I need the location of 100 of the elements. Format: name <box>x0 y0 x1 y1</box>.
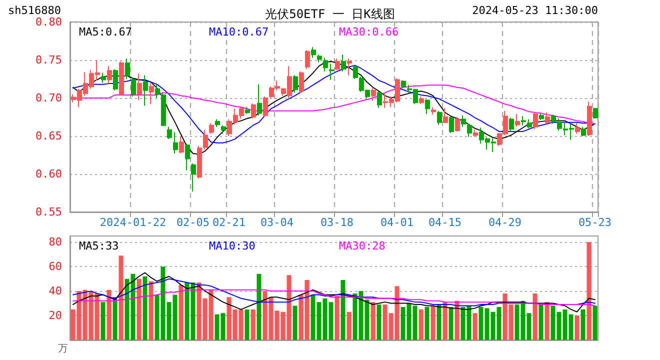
candlestick <box>167 126 172 140</box>
candlestick <box>245 106 250 114</box>
x-tick-label: 04-15 <box>428 216 462 229</box>
bar <box>142 276 148 340</box>
y-tick-label: 0.55 <box>36 206 62 218</box>
candlestick <box>263 96 268 118</box>
chart-title: 光伏50ETF 一 日K线图 <box>265 7 395 21</box>
bar <box>100 302 106 340</box>
y-tick-label: 20 <box>48 309 62 322</box>
text: sh516880 <box>8 4 61 17</box>
candlestick <box>125 58 130 80</box>
candlestick <box>377 90 382 108</box>
text: MA30:0.66 <box>339 26 399 38</box>
candlestick <box>443 107 448 124</box>
y-tick-label: 40 <box>48 284 62 298</box>
x-tick-label: 03-04 <box>260 216 294 229</box>
candlestick <box>509 117 514 132</box>
candlestick <box>401 80 406 89</box>
candlestick <box>299 70 304 94</box>
candlestick <box>515 113 520 128</box>
candlestick <box>107 66 112 84</box>
y-tick-label: 0.65 <box>36 130 62 142</box>
candlestick <box>419 96 424 105</box>
y-tick-label: 0.80 <box>36 16 62 28</box>
text: MA10:30 <box>209 240 256 252</box>
bar <box>472 313 478 340</box>
candlestick <box>533 112 538 130</box>
candlestick <box>131 76 136 97</box>
candlestick <box>173 132 178 154</box>
candlestick <box>467 123 472 138</box>
candlestick <box>341 54 346 72</box>
line-series <box>72 272 596 312</box>
candlestick <box>317 54 322 63</box>
x-tick-label: 04-01 <box>380 216 414 229</box>
bar <box>544 302 550 340</box>
bar <box>178 284 184 340</box>
line-series <box>72 61 596 155</box>
candlestick <box>371 88 376 102</box>
line-series <box>72 289 596 306</box>
candlestick <box>581 126 586 136</box>
text: MA5:33 <box>79 240 119 252</box>
candlestick <box>473 129 478 138</box>
x-tick-label: 03-18 <box>320 216 354 229</box>
candlestick <box>185 143 190 171</box>
y-tick-label: 80 <box>48 236 62 249</box>
text: 2024-05-23 11:30:00 <box>472 4 598 17</box>
candlestick <box>221 124 226 134</box>
bar <box>334 296 340 340</box>
candlestick <box>575 122 580 134</box>
candlestick <box>329 63 334 80</box>
bar <box>454 300 460 340</box>
x-tick-label: 02-05 <box>176 216 210 229</box>
candlestick <box>311 46 316 58</box>
candlestick <box>137 73 142 101</box>
bar <box>112 297 118 340</box>
bar <box>244 309 250 340</box>
candlestick <box>437 110 442 126</box>
bar <box>424 306 430 340</box>
candlestick <box>149 82 154 105</box>
bar <box>136 278 142 340</box>
candlestick <box>545 112 550 124</box>
bar <box>442 302 448 340</box>
x-tick-label: 2024-01-22 <box>100 216 166 229</box>
candlestick <box>101 72 106 84</box>
bar <box>574 316 580 340</box>
candlestick <box>449 116 454 134</box>
bar <box>418 309 424 340</box>
candlestick <box>155 84 160 98</box>
candlestick <box>113 68 118 91</box>
text: MA30:28 <box>339 240 386 252</box>
y-tick-label: 0.75 <box>36 54 62 66</box>
candlestick <box>179 136 184 154</box>
bar <box>592 306 598 340</box>
candlestick <box>191 162 196 192</box>
bar <box>448 306 454 340</box>
candlestick <box>215 118 220 128</box>
bar <box>538 304 544 340</box>
candlestick <box>335 58 340 70</box>
candlestick <box>551 114 556 124</box>
bar <box>292 306 298 340</box>
candlestick <box>209 122 214 134</box>
bar <box>118 256 124 340</box>
candlestick <box>539 112 544 121</box>
bar <box>256 274 262 340</box>
y-tick-label: 0.70 <box>36 92 62 104</box>
candlestick <box>251 102 256 120</box>
bar <box>532 294 538 340</box>
bar <box>148 281 154 340</box>
x-tick-label: 02-21 <box>212 216 246 229</box>
candlestick <box>305 50 310 70</box>
candlestick <box>593 107 598 120</box>
candlestick <box>455 116 460 132</box>
bar <box>430 306 436 340</box>
bar <box>586 242 592 340</box>
x-tick-label: 04-29 <box>488 216 522 229</box>
y-tick-label: 60 <box>48 260 62 274</box>
candlestick <box>521 116 526 126</box>
bar <box>580 309 586 340</box>
candlestick <box>257 84 262 116</box>
candlestick <box>323 57 328 72</box>
